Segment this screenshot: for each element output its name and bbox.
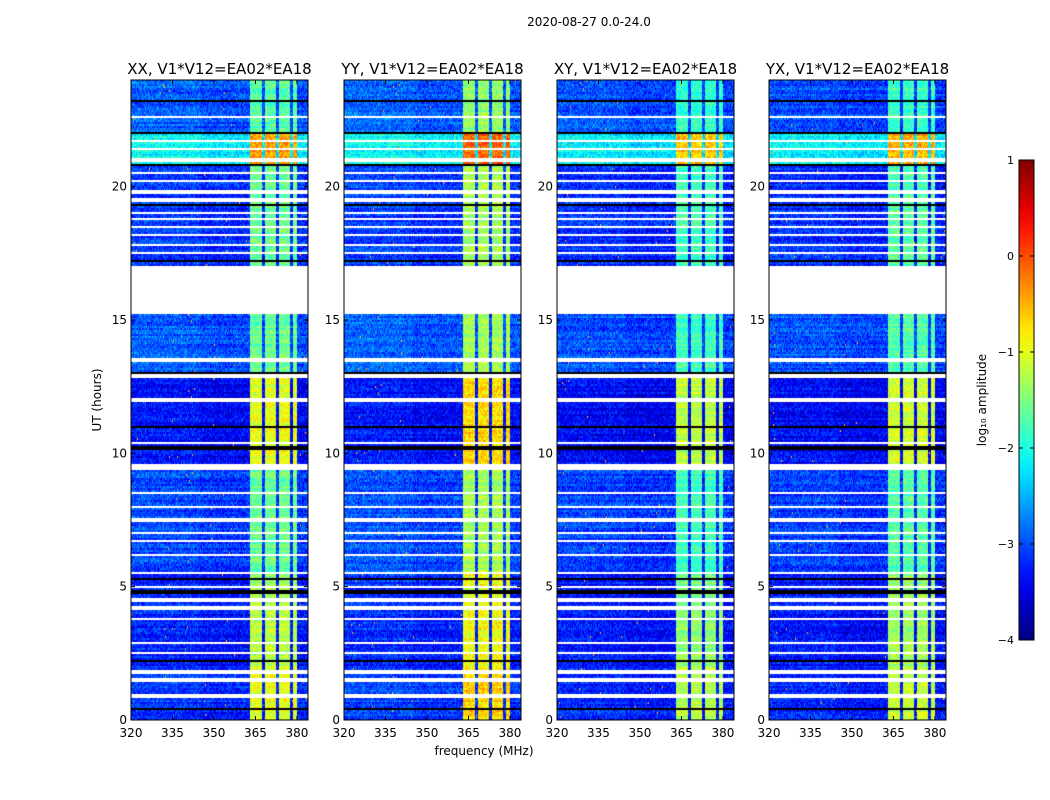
y-tick-label: 5 xyxy=(545,580,553,594)
x-tick-label: 350 xyxy=(629,726,652,740)
x-tick-label: 335 xyxy=(799,726,822,740)
y-tick-label: 5 xyxy=(757,580,765,594)
y-tick-label: 20 xyxy=(538,180,553,194)
x-tick-label: 335 xyxy=(161,726,184,740)
y-tick-label: 15 xyxy=(538,313,553,327)
y-tick-label: 10 xyxy=(325,446,340,460)
x-tick-label: 365 xyxy=(244,726,267,740)
x-axis-label: frequency (MHz) xyxy=(434,744,533,758)
panel-title-1: YY, V1*V12=EA02*EA18 xyxy=(340,60,523,78)
x-tick-label: 320 xyxy=(546,726,569,740)
panel-frame-0 xyxy=(130,79,309,721)
panel-frame-1 xyxy=(343,79,522,721)
x-tick-label: 380 xyxy=(498,726,521,740)
y-tick-label: 10 xyxy=(750,446,765,460)
x-tick-label: 320 xyxy=(333,726,356,740)
y-tick-label: 20 xyxy=(112,180,127,194)
y-tick-label: 0 xyxy=(119,713,127,727)
y-tick-label: 10 xyxy=(538,446,553,460)
y-tick-label: 5 xyxy=(119,580,127,594)
panel-title-3: YX, V1*V12=EA02*EA18 xyxy=(765,60,949,78)
colorbar-tick-label: −1 xyxy=(998,346,1014,359)
y-tick-label: 20 xyxy=(750,180,765,194)
colorbar-tick-label: −3 xyxy=(998,538,1014,551)
colorbar-label: log₁₀ amplitude xyxy=(975,354,989,446)
y-axis-label: UT (hours) xyxy=(90,368,104,431)
y-tick-label: 5 xyxy=(332,580,340,594)
panel-frame-2 xyxy=(556,79,735,721)
heatmap-panel-2 xyxy=(557,80,734,720)
x-tick-label: 365 xyxy=(882,726,905,740)
colorbar-tick-label: 1 xyxy=(1007,154,1014,167)
colorbar xyxy=(1018,159,1035,641)
panel-title-2: XY, V1*V12=EA02*EA18 xyxy=(554,60,737,78)
x-tick-label: 320 xyxy=(120,726,143,740)
x-tick-label: 320 xyxy=(758,726,781,740)
colorbar-tick-label: −2 xyxy=(998,442,1014,455)
y-tick-label: 15 xyxy=(112,313,127,327)
heatmap-panel-3 xyxy=(769,80,946,720)
heatmap-panel-0 xyxy=(131,80,308,720)
y-tick-label: 15 xyxy=(750,313,765,327)
y-tick-label: 20 xyxy=(325,180,340,194)
y-tick-label: 0 xyxy=(757,713,765,727)
y-tick-label: 10 xyxy=(112,446,127,460)
x-tick-label: 335 xyxy=(374,726,397,740)
panel-title-0: XX, V1*V12=EA02*EA18 xyxy=(127,60,311,78)
colorbar-tick-label: −4 xyxy=(998,634,1014,647)
x-tick-label: 335 xyxy=(587,726,610,740)
x-tick-label: 365 xyxy=(457,726,480,740)
y-tick-label: 0 xyxy=(332,713,340,727)
x-tick-label: 380 xyxy=(923,726,946,740)
x-tick-label: 350 xyxy=(841,726,864,740)
x-tick-label: 380 xyxy=(711,726,734,740)
y-tick-label: 15 xyxy=(325,313,340,327)
figure-title: 2020-08-27 0.0-24.0 xyxy=(527,15,651,29)
x-tick-label: 350 xyxy=(203,726,226,740)
heatmap-panel-1 xyxy=(344,80,521,720)
colorbar-tick-label: 0 xyxy=(1007,250,1014,263)
x-tick-label: 380 xyxy=(285,726,308,740)
y-tick-label: 0 xyxy=(545,713,553,727)
x-tick-label: 350 xyxy=(416,726,439,740)
x-tick-label: 365 xyxy=(670,726,693,740)
panel-frame-3 xyxy=(768,79,947,721)
